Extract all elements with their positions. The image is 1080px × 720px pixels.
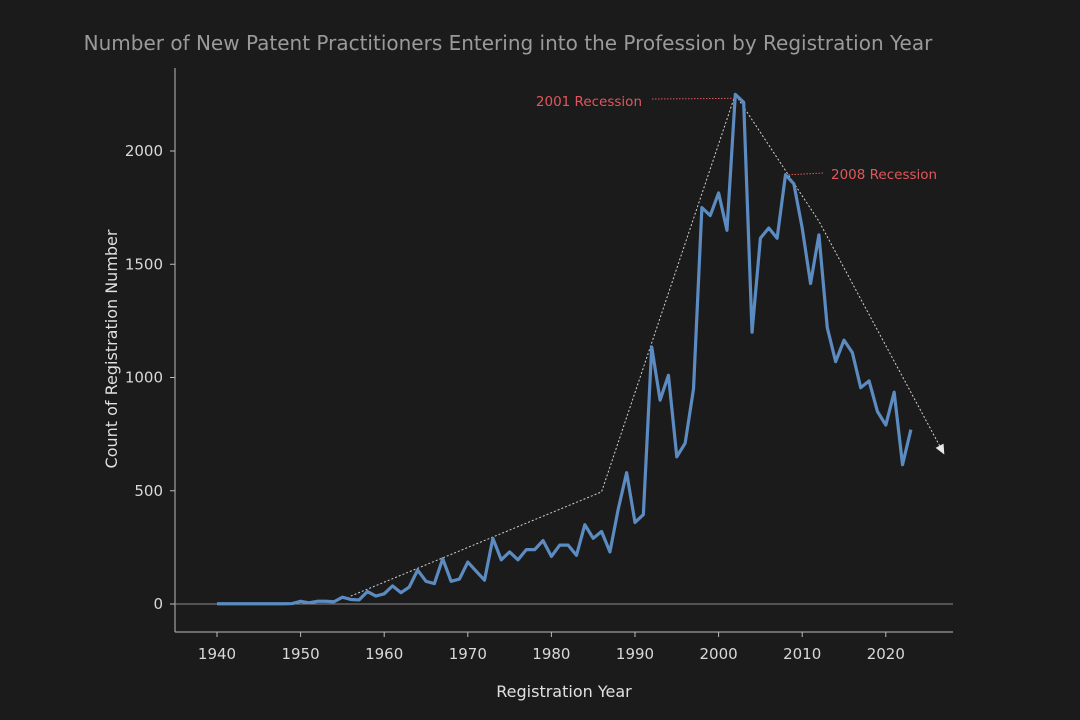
y-tick-label: 2000 [125,142,163,160]
y-axis-label: Count of Registration Number [102,229,121,468]
annotation-label-2008: 2008 Recession [831,167,937,183]
x-tick-label: 2020 [867,645,905,663]
x-tick-label: 1950 [282,645,320,663]
x-tick-label: 1960 [365,645,403,663]
y-tick-label: 1000 [125,369,163,387]
y-tick-label: 0 [153,595,163,613]
annotation-label-2001: 2001 Recession [536,94,642,110]
x-axis-label: Registration Year [496,682,632,701]
series-line [217,94,911,603]
trend-arrowhead [936,444,945,455]
annotation-leader-2001 [652,98,733,99]
y-tick-label: 500 [134,482,163,500]
x-tick-label: 1980 [532,645,570,663]
x-tick-label: 1940 [198,645,236,663]
x-tick-label: 1990 [616,645,654,663]
chart-title: Number of New Patent Practitioners Enter… [84,31,933,55]
x-tick-label: 2000 [700,645,738,663]
x-tick-label: 2010 [783,645,821,663]
annotation-leader-2008 [788,173,824,175]
y-tick-label: 1500 [125,255,163,273]
x-tick-label: 1970 [449,645,487,663]
